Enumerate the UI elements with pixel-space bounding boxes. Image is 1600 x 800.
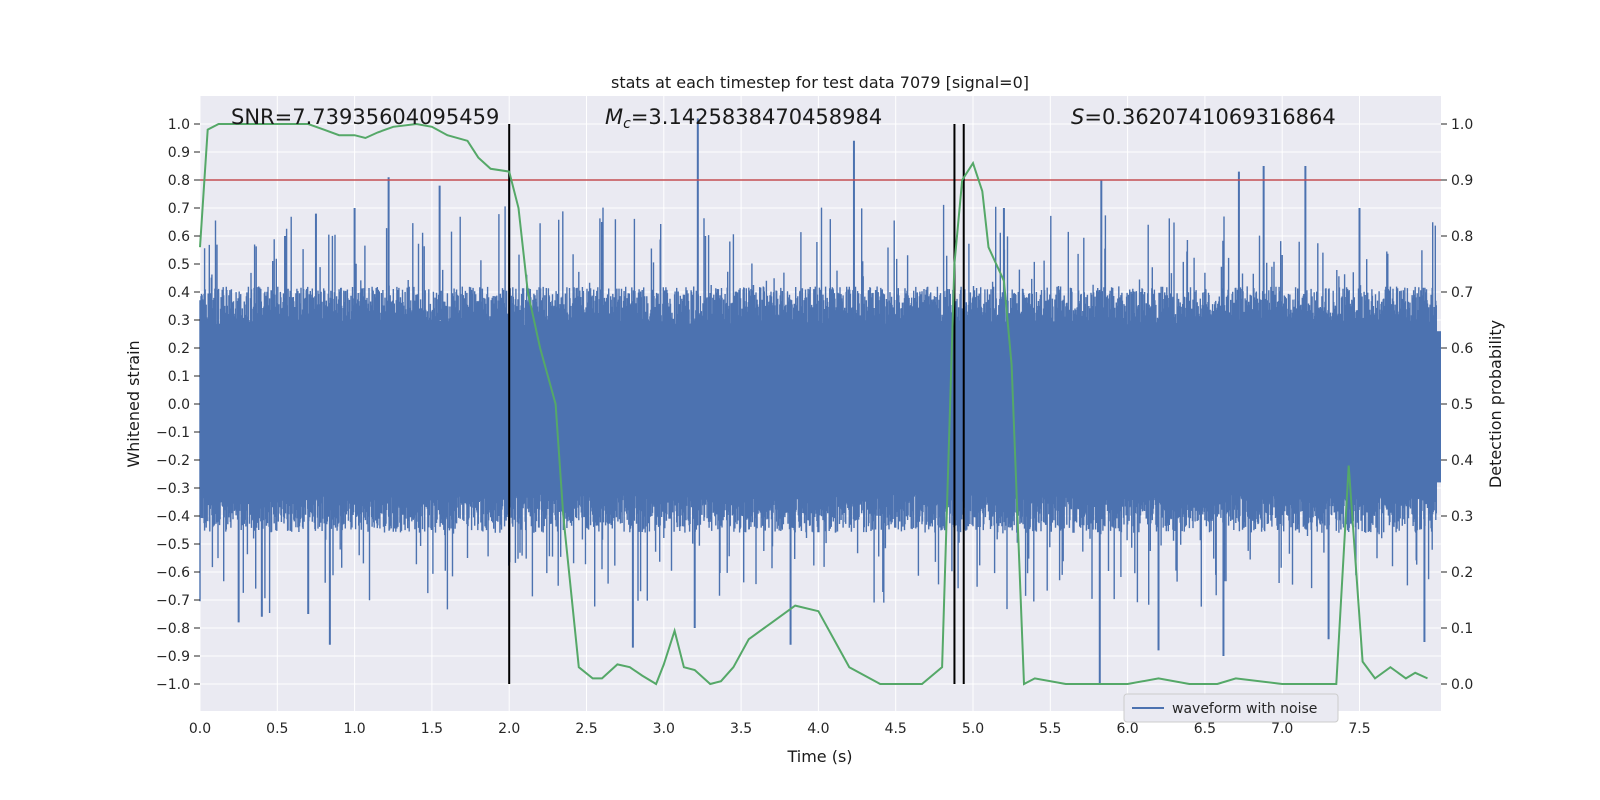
y-tick-label: −0.8 — [156, 621, 190, 637]
y2-tick-label: 0.6 — [1451, 341, 1473, 357]
y2-tick-label: 0.5 — [1451, 397, 1473, 413]
chirp-mass-annotation: Mc=3.1425838470458984 — [605, 105, 882, 132]
y-tick-label: −0.5 — [156, 537, 190, 553]
y2-tick-label: 0.4 — [1451, 453, 1473, 469]
x-tick-label: 2.5 — [575, 721, 597, 737]
y2-tick-label: 0.9 — [1451, 173, 1473, 189]
y-tick-label: −0.1 — [156, 425, 190, 441]
legend-label: waveform with noise — [1172, 701, 1317, 717]
y-tick-label: 0.3 — [168, 313, 190, 329]
waveform-noise — [199, 204, 1437, 613]
y-tick-label: 0.9 — [168, 145, 190, 161]
chart-title: stats at each timestep for test data 707… — [611, 73, 1029, 92]
x-tick-label: 7.5 — [1348, 721, 1370, 737]
x-tick-label: 0.0 — [189, 721, 211, 737]
x-tick-label: 1.0 — [343, 721, 365, 737]
y2-tick-label: 0.2 — [1451, 565, 1473, 581]
overlay-lines — [200, 124, 1441, 684]
y-tick-label: 1.0 — [168, 117, 190, 133]
x-tick-label: 0.5 — [266, 721, 288, 737]
axes: 0.0 0.5 1.0 1.5 2.0 2.5 3.0 3.5 4.0 4.5 5.0 5.5 6.0 6… — [156, 117, 1473, 737]
y2-tick-label: 0.1 — [1451, 621, 1473, 637]
y-tick-label: −0.2 — [156, 453, 190, 469]
legend: waveform with noise — [1123, 693, 1339, 723]
y-tick-label: −0.6 — [156, 565, 190, 581]
x-tick-label: 3.0 — [653, 721, 675, 737]
y2-tick-label: 0.0 — [1451, 677, 1473, 693]
y-tick-label: −1.0 — [156, 677, 190, 693]
legend-box — [1123, 693, 1339, 723]
y2-axis-label: Detection probability — [1486, 320, 1505, 488]
y-tick-label: 0.1 — [168, 369, 190, 385]
y-tick-label: 0.4 — [168, 285, 190, 301]
x-tick-label: 1.5 — [421, 721, 443, 737]
y-tick-label: −0.4 — [156, 509, 190, 525]
y-tick-label: −0.3 — [156, 481, 190, 497]
snr-annotation: SNR=7.73935604095459 — [231, 105, 499, 129]
y-tick-label: 0.8 — [168, 173, 190, 189]
x-tick-label: 2.0 — [498, 721, 520, 737]
y-tick-label: 0.7 — [168, 201, 190, 217]
x-tick-label: 3.5 — [730, 721, 752, 737]
waveform-series — [199, 118, 1441, 684]
y2-tick-label: 1.0 — [1451, 117, 1473, 133]
x-tick-label: 7.0 — [1271, 721, 1293, 737]
x-tick-label: 5.0 — [962, 721, 984, 737]
x-tick-label: 6.0 — [1116, 721, 1138, 737]
y2-tick-label: 0.3 — [1451, 509, 1473, 525]
detection-probability-series — [199, 122, 1428, 686]
y-axis-label: Whitened strain — [124, 340, 143, 467]
y-tick-label: 0.6 — [168, 229, 190, 245]
y2-tick-label: 0.7 — [1451, 285, 1473, 301]
y-tick-label: −0.9 — [156, 649, 190, 665]
y-tick-label: −0.7 — [156, 593, 190, 609]
x-tick-label: 4.0 — [807, 721, 829, 737]
y-tick-label: 0.0 — [168, 397, 190, 413]
y-tick-label: 0.2 — [168, 341, 190, 357]
x-tick-label: 6.5 — [1194, 721, 1216, 737]
x-axis-label: Time (s) — [786, 747, 852, 766]
x-tick-label: 5.5 — [1039, 721, 1061, 737]
x-tick-label: 4.5 — [885, 721, 907, 737]
s-annotation: S=0.3620741069316864 — [1071, 105, 1336, 129]
y2-tick-label: 0.8 — [1451, 229, 1473, 245]
detection-probability-line — [199, 122, 1428, 686]
y-tick-label: 0.5 — [168, 257, 190, 273]
